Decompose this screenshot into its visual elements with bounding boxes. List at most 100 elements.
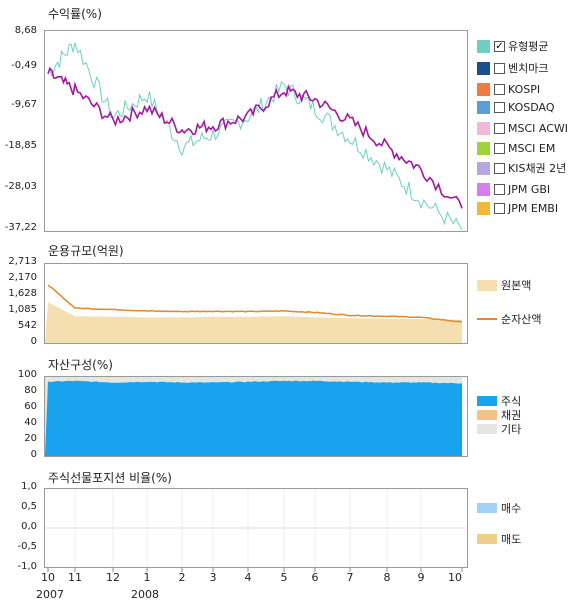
legend-label: JPM EMBI: [508, 201, 559, 215]
legend-label: 매수: [501, 502, 522, 515]
x-year-label: 2007: [36, 588, 64, 601]
asset-mix-ytick: 40: [24, 417, 37, 428]
legend-checkbox[interactable]: [494, 83, 505, 95]
legend-item-bond: 채권: [477, 407, 521, 423]
legend-item-msci-em[interactable]: MSCI EM: [477, 140, 555, 156]
aum-chart-title: 운용규모(억원): [48, 244, 124, 258]
aum-ytick: 0: [30, 336, 37, 347]
legend-label: MSCI EM: [508, 141, 556, 155]
legend-label: 유형평균: [508, 40, 549, 53]
legend-label: 주식: [501, 395, 522, 408]
x-year-label: 2008: [131, 588, 159, 601]
asset-mix-ytick: 80: [24, 385, 37, 396]
legend-swatch: [477, 82, 490, 96]
legend-item-principal: 원본액: [477, 277, 531, 293]
legend-swatch: [477, 182, 490, 196]
legend-item-jpm-embi[interactable]: JPM EMBI: [477, 200, 558, 216]
legend-swatch: [477, 161, 490, 175]
asset-mix-ytick: 20: [24, 433, 37, 444]
aum-ytick: 1,628: [8, 288, 37, 299]
x-tick-label: 10: [41, 571, 55, 584]
legend-label: 순자산액: [501, 313, 542, 326]
x-tick-label: 9: [417, 571, 425, 584]
legend-swatch: [477, 534, 497, 544]
x-tick-label: 3: [209, 571, 217, 584]
legend-item-kospi[interactable]: KOSPI: [477, 81, 540, 97]
x-tick-label: 1: [143, 571, 151, 584]
legend-swatch: [477, 39, 490, 53]
futures-ytick: -1,0: [17, 561, 37, 572]
legend-checkbox[interactable]: [494, 142, 505, 154]
legend-item-msci-acwi[interactable]: MSCI ACWI: [477, 120, 568, 136]
legend-item-other: 기타: [477, 421, 521, 437]
legend-label: JPM GBI: [508, 182, 551, 196]
x-tick-label: 4: [244, 571, 252, 584]
legend-checkbox[interactable]: [494, 101, 505, 113]
legend-item-benchmark[interactable]: 벤치마크: [477, 60, 548, 76]
asset-mix-ytick: 60: [24, 401, 37, 412]
returns-ytick: -37,22: [4, 222, 37, 233]
legend-label: KOSPI: [508, 82, 541, 96]
legend-checkbox-checked[interactable]: ✓: [494, 40, 505, 52]
stock-area: [45, 380, 462, 456]
legend-item-type-average[interactable]: ✓ 유형평균: [477, 38, 548, 54]
x-tick-label: 7: [346, 571, 354, 584]
legend-swatch: [477, 121, 490, 135]
x-tick-label: 8: [383, 571, 391, 584]
legend-label: KIS채권 2년: [508, 162, 567, 175]
futures-ytick: -0,5: [17, 541, 37, 552]
returns-ytick: -9,67: [11, 99, 37, 110]
legend-label: KOSDAQ: [508, 100, 555, 114]
futures-ytick: 0,0: [21, 521, 37, 532]
legend-label: 채권: [501, 409, 522, 422]
legend-checkbox[interactable]: [494, 162, 505, 174]
returns-chart-title: 수익률(%): [48, 7, 102, 21]
legend-swatch: [477, 396, 497, 406]
legend-swatch: [477, 503, 497, 513]
type-average-line: [47, 66, 463, 209]
legend-swatch: [477, 279, 497, 291]
legend-label: 매도: [501, 533, 522, 546]
returns-plot-area: [44, 30, 468, 232]
x-tick-label: 2: [178, 571, 186, 584]
returns-ytick: 8,68: [14, 25, 37, 36]
legend-checkbox[interactable]: [494, 202, 505, 214]
legend-item-buy: 매수: [477, 500, 521, 516]
legend-checkbox[interactable]: [494, 122, 505, 134]
futures-ytick: 0,5: [21, 501, 37, 512]
aum-ytick: 2,713: [8, 256, 37, 267]
legend-swatch: [477, 424, 497, 434]
legend-swatch: [477, 410, 497, 420]
legend-item-kis-bond[interactable]: KIS채권 2년: [477, 160, 566, 176]
aum-ytick: 542: [17, 320, 37, 331]
asset-mix-chart-title: 자산구성(%): [48, 358, 113, 372]
futures-chart-title: 주식선물포지션 비율(%): [48, 471, 172, 485]
legend-line-swatch: [477, 318, 497, 320]
returns-ytick: -0,49: [11, 60, 37, 71]
asset-mix-ytick: 0: [30, 449, 37, 460]
x-tick-label: 6: [311, 571, 319, 584]
aum-ytick: 1,085: [8, 304, 37, 315]
asset-mix-ytick: 100: [17, 369, 37, 380]
futures-ytick: 1,0: [21, 481, 37, 492]
aum-ytick: 2,170: [8, 272, 37, 283]
returns-ytick: -18,85: [4, 140, 37, 151]
legend-item-kosdaq[interactable]: KOSDAQ: [477, 99, 555, 115]
legend-item-net-assets: 순자산액: [477, 311, 541, 327]
benchmark-line: [47, 42, 463, 231]
legend-checkbox[interactable]: [494, 183, 505, 195]
legend-label: MSCI ACWI: [508, 121, 569, 135]
legend-label: 기타: [501, 423, 522, 436]
x-tick-label: 11: [68, 571, 82, 584]
legend-item-stock: 주식: [477, 393, 521, 409]
legend-label: 벤치마크: [508, 62, 549, 75]
legend-label: 원본액: [501, 279, 532, 292]
x-tick-label: 5: [280, 571, 288, 584]
x-tick-label: 10: [448, 571, 462, 584]
returns-ytick: -28,03: [4, 181, 37, 192]
legend-swatch: [477, 61, 490, 75]
legend-checkbox[interactable]: [494, 62, 505, 74]
legend-item-jpm-gbi[interactable]: JPM GBI: [477, 181, 550, 197]
legend-swatch: [477, 141, 490, 155]
